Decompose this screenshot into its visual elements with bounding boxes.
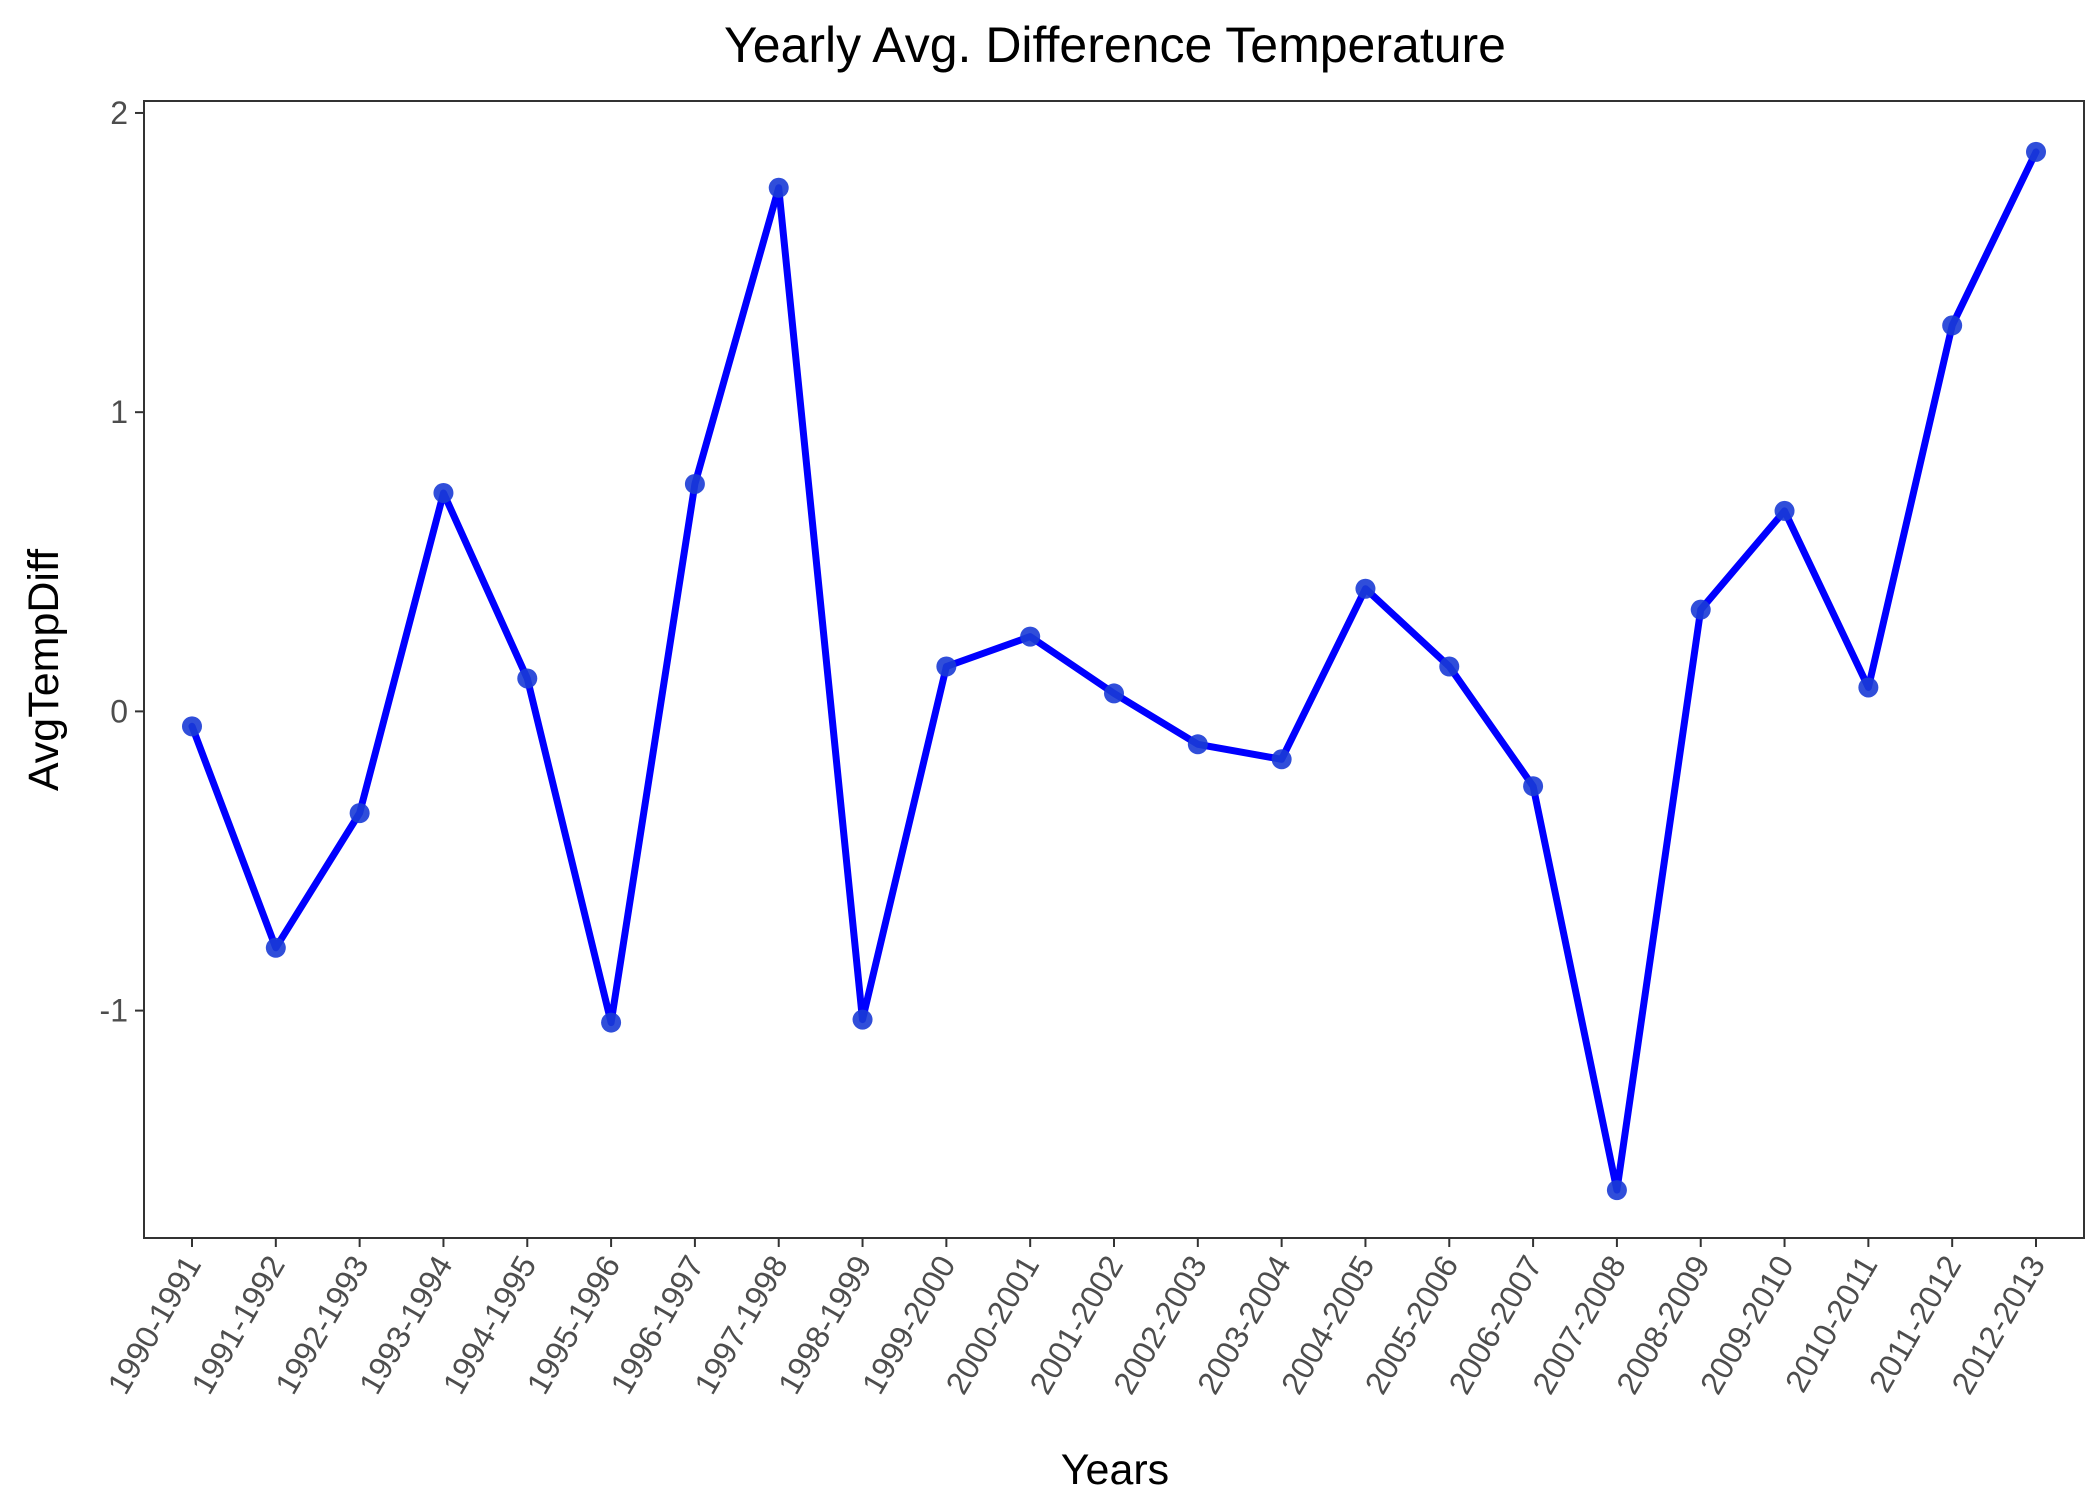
y-tick-label: 2 bbox=[110, 95, 128, 131]
data-point bbox=[1858, 677, 1879, 698]
data-point bbox=[1271, 749, 1292, 770]
data-point bbox=[852, 1009, 873, 1030]
data-point bbox=[2026, 141, 2046, 162]
y-tick-label: -1 bbox=[100, 993, 128, 1029]
data-point bbox=[1439, 656, 1460, 677]
data-point bbox=[936, 656, 957, 677]
x-axis-title: Years bbox=[1061, 1446, 1169, 1494]
data-point bbox=[1774, 500, 1795, 521]
data-point bbox=[265, 937, 286, 958]
data-point bbox=[1020, 626, 1041, 647]
data-point bbox=[1523, 776, 1544, 797]
y-tick-label: 1 bbox=[110, 394, 128, 430]
data-point bbox=[1606, 1180, 1627, 1201]
chart-title: Yearly Avg. Difference Temperature bbox=[724, 17, 1506, 73]
y-tick-label: 0 bbox=[110, 693, 128, 729]
data-point bbox=[433, 482, 454, 503]
data-point bbox=[1690, 599, 1711, 620]
data-point bbox=[684, 473, 705, 494]
x-axis: 1990-19911991-19921992-19931993-19941994… bbox=[100, 1238, 2052, 1400]
plot-panel bbox=[143, 100, 2085, 1239]
series-layer bbox=[182, 141, 2046, 1201]
data-point bbox=[182, 716, 202, 737]
data-point bbox=[601, 1012, 622, 1033]
data-point bbox=[1187, 734, 1208, 755]
y-axis-title: AvgTempDiff bbox=[20, 548, 68, 791]
data-point bbox=[1355, 578, 1376, 599]
data-point bbox=[768, 177, 789, 198]
data-point bbox=[1104, 683, 1124, 704]
y-axis: -1 0 1 2 bbox=[100, 95, 144, 1029]
data-point bbox=[349, 803, 370, 824]
data-point bbox=[517, 668, 538, 689]
data-point bbox=[1942, 315, 1963, 336]
